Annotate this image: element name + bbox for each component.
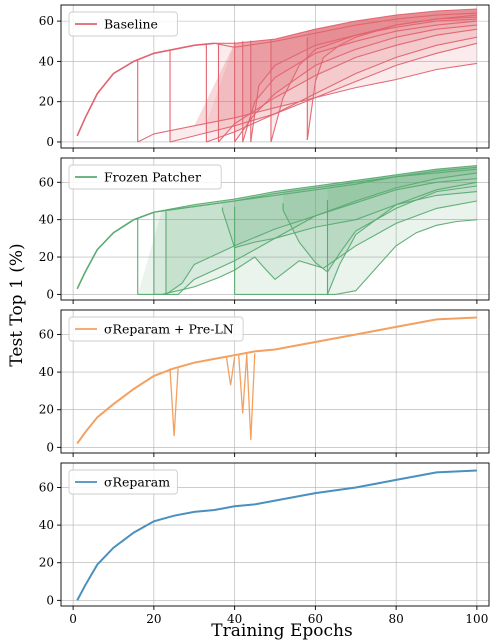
main-curve: [76, 469, 477, 601]
x-axis-title: Training Epochs: [211, 621, 352, 641]
legend: Baseline: [68, 11, 178, 37]
y-tick-label: 20: [39, 556, 54, 570]
run-shade: [137, 165, 477, 295]
run-shade: [270, 9, 477, 142]
x-tick-label: 40: [227, 612, 242, 626]
run-shade: [153, 165, 477, 295]
dip-curve: [225, 356, 236, 386]
run-shade: [234, 9, 477, 142]
x-tick-label: 20: [146, 612, 161, 626]
axes-frame: [60, 4, 490, 149]
run-shade: [242, 9, 477, 142]
x-tick-label: 80: [388, 612, 403, 626]
run-curve: [153, 168, 477, 213]
run-curve: [326, 181, 478, 295]
axes-frame: [60, 157, 490, 301]
y-tick-label: 40: [39, 54, 54, 68]
y-tick-label: 20: [39, 95, 54, 109]
run-curve: [218, 28, 477, 143]
y-tick-label: 60: [39, 480, 54, 494]
y-tick-label: 0: [46, 593, 54, 607]
y-tick-label: 20: [39, 250, 54, 264]
run-curve: [137, 200, 477, 295]
run-curve: [282, 185, 477, 273]
y-tick-label: 60: [39, 175, 54, 189]
y-tick-label: 20: [39, 403, 54, 417]
dip-curve: [238, 355, 248, 414]
y-tick-label: 40: [39, 213, 54, 227]
run-curve: [306, 14, 477, 140]
run-curve: [221, 172, 477, 249]
run-curve: [234, 24, 477, 143]
panel-4: 0 20 40 60 0 20 40 60 80 100 σReparam: [39, 462, 490, 626]
panel-1: 0 20 40 60 Baseline: [39, 4, 490, 152]
axes-frame: [60, 309, 490, 454]
y-tick-label: 40: [39, 518, 54, 532]
run-curve: [234, 219, 477, 295]
run-curve: [165, 178, 477, 295]
panel-3: 0 20 40 60 σReparam + Pre-LN: [39, 309, 490, 457]
y-tick-label: 60: [39, 14, 54, 28]
run-curve: [214, 8, 477, 44]
legend: σReparam + Pre-LN: [68, 316, 244, 342]
legend-label: Baseline: [104, 17, 158, 32]
run-curve: [214, 12, 477, 48]
base-curve: [76, 42, 215, 137]
run-shade: [222, 165, 477, 248]
run-curve: [137, 62, 477, 143]
base-curve: [76, 211, 155, 290]
panel-2: 0 20 40 60 Frozen Patcher: [39, 157, 490, 304]
x-tick-label: 60: [308, 612, 323, 626]
y-tick-label: 0: [46, 287, 54, 301]
legend-box: [68, 164, 222, 190]
run-curve: [169, 42, 478, 143]
y-axis-title: Test Top 1 (%): [7, 243, 27, 366]
dip-curve: [169, 368, 179, 437]
legend-label: σReparam + Pre-LN: [104, 322, 234, 337]
x-tick-label: 0: [69, 612, 77, 626]
legend-label: Frozen Patcher: [104, 170, 201, 185]
run-shade: [283, 165, 477, 272]
run-curve: [242, 20, 477, 143]
x-tick-label: 100: [465, 612, 488, 626]
run-shade: [218, 9, 477, 142]
run-curve: [153, 191, 477, 295]
legend-box: [68, 11, 178, 37]
legend-box: [68, 316, 244, 342]
y-tick-label: 60: [39, 327, 54, 341]
legend: σReparam: [68, 469, 178, 495]
legend-box: [68, 469, 178, 495]
legend: Frozen Patcher: [68, 164, 222, 190]
panels: 0 20 40 60 Baseline 0 20 40 60 Frozen Patcher 0 20 4…: [39, 4, 490, 626]
legend-label: σReparam: [104, 475, 170, 490]
dip-curve: [246, 353, 256, 440]
run-curve: [153, 164, 477, 213]
y-tick-label: 0: [46, 135, 54, 149]
run-curve: [250, 18, 477, 143]
y-tick-label: 40: [39, 365, 54, 379]
y-tick-label: 0: [46, 440, 54, 454]
run-curve: [206, 36, 478, 143]
axes-frame: [60, 462, 490, 607]
main-curve: [76, 316, 477, 445]
